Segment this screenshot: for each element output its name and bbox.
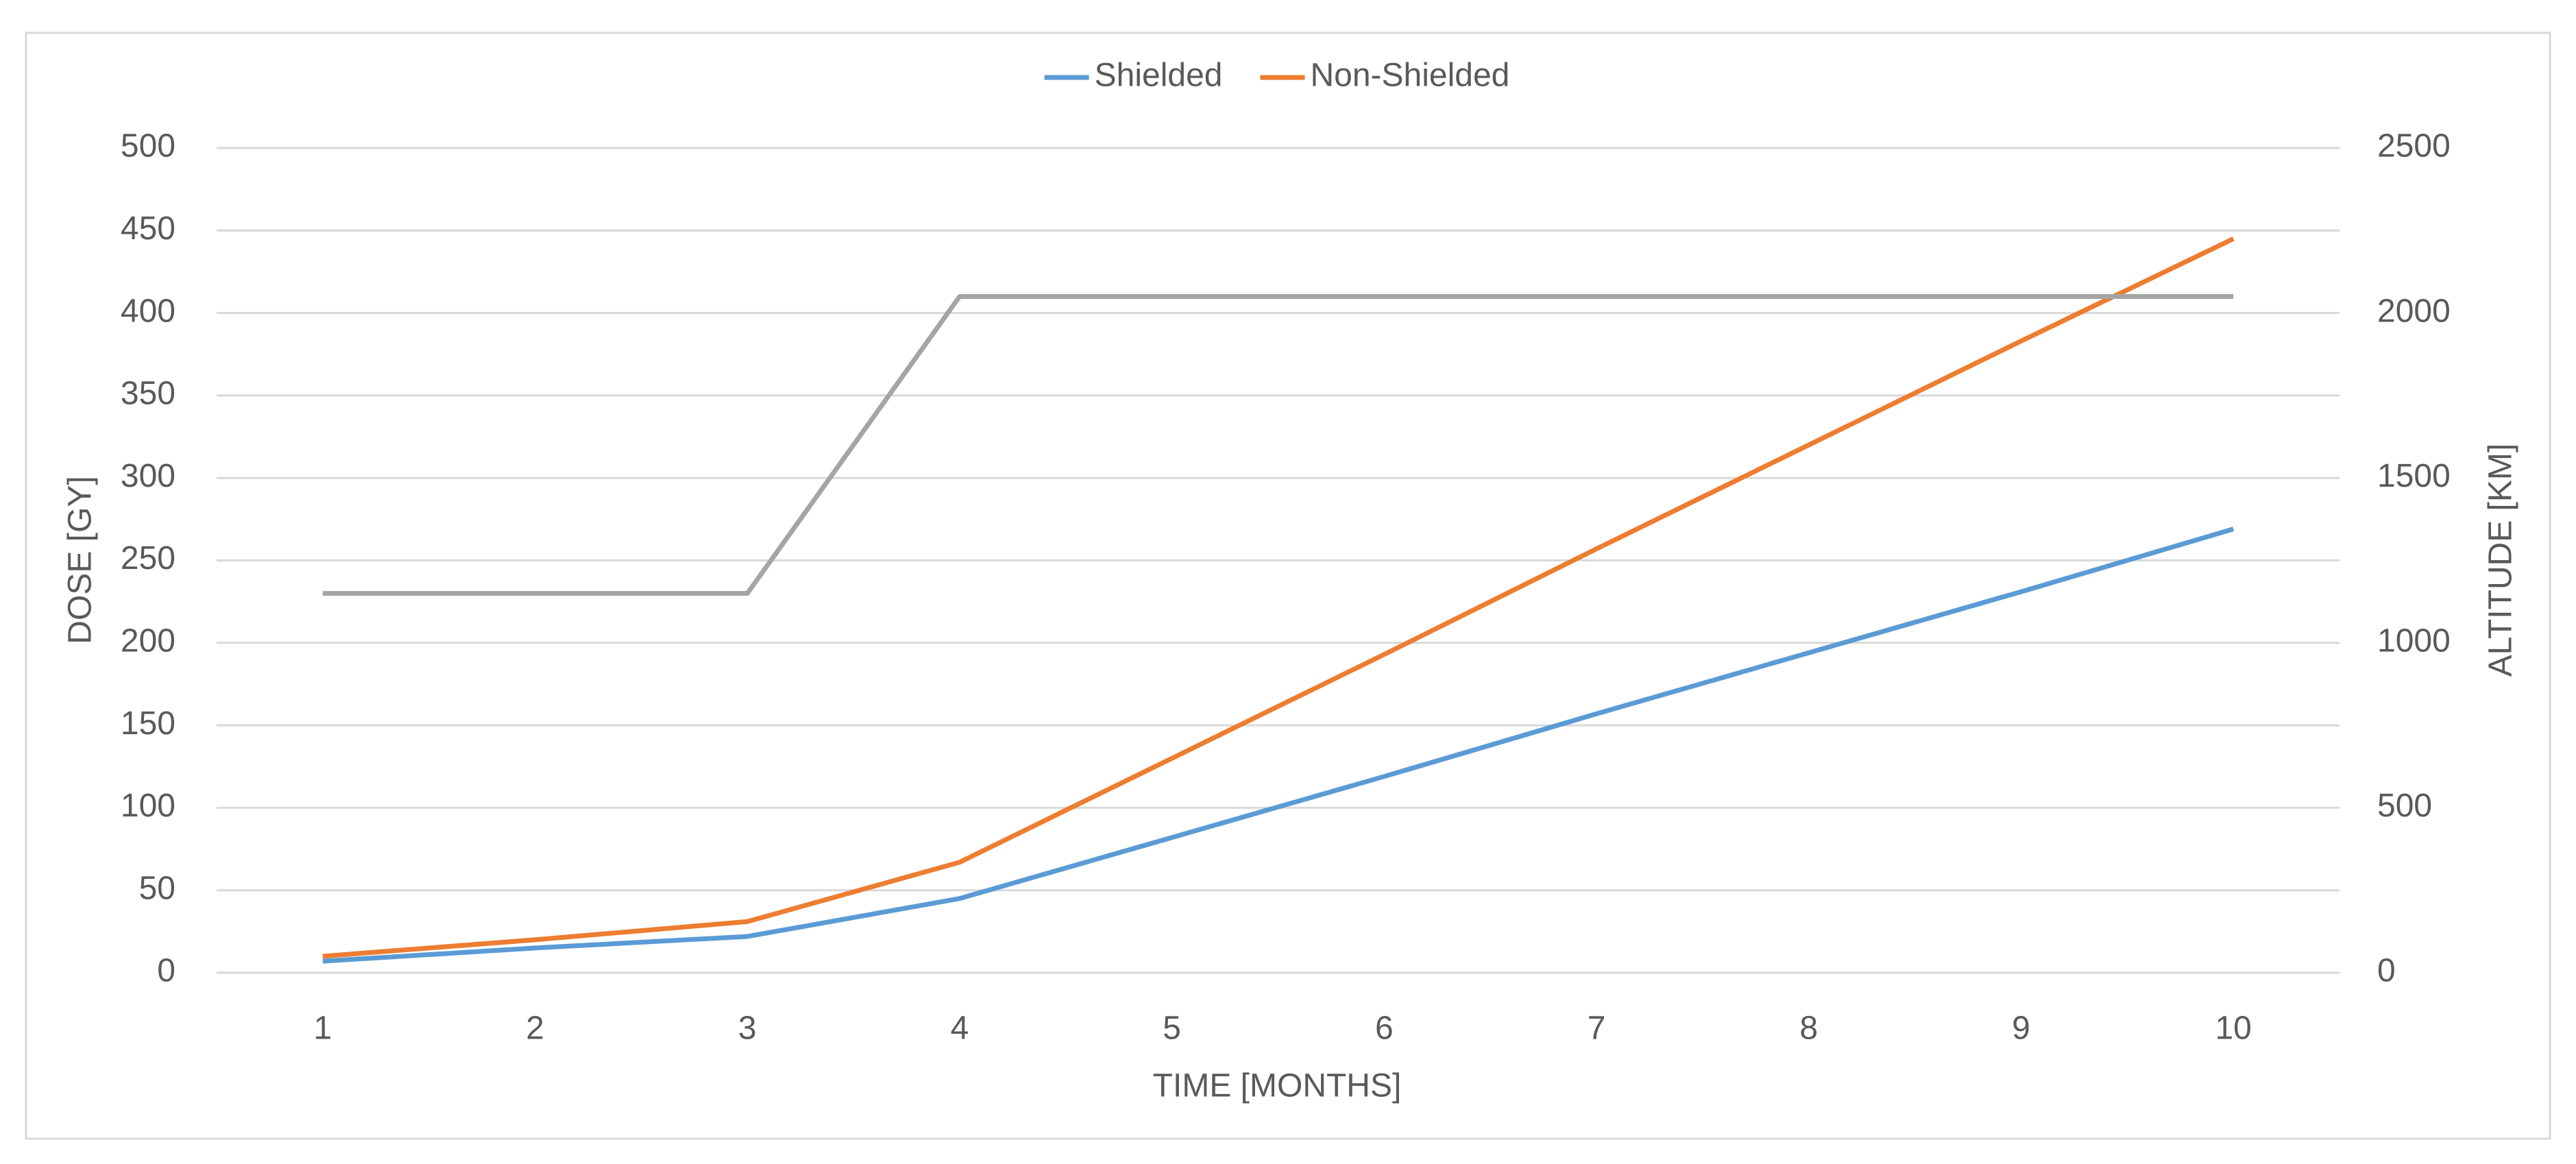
y-tick-label: 50	[139, 870, 175, 906]
legend-label: Shielded	[1095, 58, 1223, 94]
y-tick-label: 500	[121, 128, 175, 165]
y2-tick-label: 1500	[2377, 458, 2451, 494]
x-tick-label: 3	[738, 1010, 757, 1047]
y-axis-title: DOSE [GY]	[62, 476, 99, 644]
y2-tick-label: 500	[2377, 788, 2432, 824]
series-line	[322, 294, 2234, 596]
y-tick-label: 350	[121, 376, 175, 412]
y-tick-label: 250	[121, 540, 175, 577]
y-tick-label: 150	[121, 705, 175, 742]
x-axis-title: TIME [MONTHS]	[1153, 1068, 1402, 1104]
x-tick-label: 2	[526, 1010, 544, 1047]
y2-tick-label: 1000	[2377, 622, 2451, 659]
x-tick-label: 10	[2215, 1010, 2251, 1047]
x-tick-label: 4	[951, 1010, 969, 1047]
y-tick-label: 400	[121, 293, 175, 329]
y-tick-label: 100	[121, 788, 175, 824]
x-tick-label: 6	[1375, 1010, 1394, 1047]
x-tick-label: 1	[313, 1010, 332, 1047]
y2-tick-label: 2500	[2377, 128, 2451, 165]
x-tick-label: 9	[2012, 1010, 2030, 1047]
y2-tick-label: 0	[2377, 953, 2396, 989]
series-line	[322, 237, 2235, 959]
series-line	[322, 526, 2235, 964]
x-tick-label: 8	[1799, 1010, 1818, 1047]
x-tick-label: 7	[1588, 1010, 1606, 1047]
y-tick-label: 0	[157, 953, 175, 989]
legend-label: Non-Shielded	[1310, 58, 1509, 94]
y2-tick-label: 2000	[2377, 293, 2451, 329]
y-tick-label: 300	[121, 458, 175, 494]
y-tick-label: 200	[121, 622, 175, 659]
y-tick-label: 450	[121, 210, 175, 247]
y2-axis-title: ALTITUDE [KM]	[2483, 444, 2519, 677]
x-tick-label: 5	[1163, 1010, 1181, 1047]
